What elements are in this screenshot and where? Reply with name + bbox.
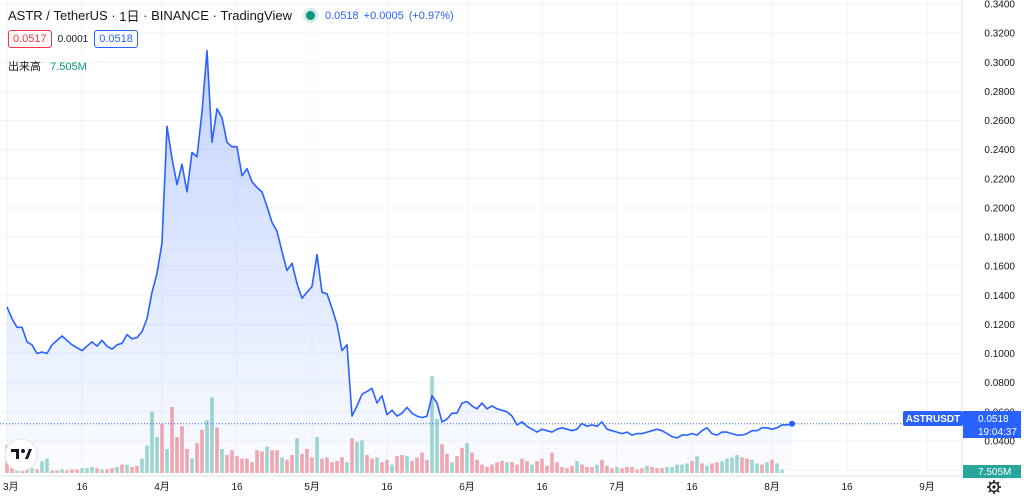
price-tick-label: 0.2000 [984, 203, 1015, 214]
bid-ask-panel: 0.0517 0.0001 0.0518 [8, 30, 138, 48]
price-tick-label: 0.3000 [984, 58, 1015, 69]
volume-bar [620, 468, 624, 473]
price-tick-label: 0.3200 [984, 29, 1015, 40]
volume-bar [100, 469, 104, 473]
exchange: BINANCE [151, 8, 209, 23]
price-area [7, 50, 792, 470]
time-tick-label: 16 [841, 482, 853, 493]
volume-bar [30, 468, 34, 473]
time-tick-label: 16 [536, 482, 548, 493]
volume-bar [35, 469, 39, 473]
volume-bar [60, 469, 64, 473]
time-tick-label: 9月 [919, 481, 935, 493]
volume-bar [610, 468, 614, 473]
volume-value-label: 7.505M [963, 465, 1021, 478]
volume-bar [50, 470, 54, 473]
quote-currency: TetherUS [53, 8, 108, 23]
price-change: +0.0005 [363, 9, 404, 22]
volume-value: 7.505M [50, 61, 87, 73]
volume-bar [780, 469, 784, 473]
interval[interactable]: 1日 [119, 9, 140, 24]
volume-label: 出来高 [8, 61, 41, 73]
price-tick-label: 0.1800 [984, 233, 1015, 244]
buy-price-button[interactable]: 0.0518 [94, 30, 138, 48]
spread-value: 0.0001 [57, 33, 89, 45]
volume-bar [65, 470, 69, 473]
price-tick-label: 0.1000 [984, 349, 1015, 360]
volume-bar [80, 468, 84, 473]
last-price-label: 0.0518 19:04:37 [963, 411, 1021, 438]
price-tick-label: 0.1600 [984, 262, 1015, 273]
time-axis-ticks: 3月 16 4月 16 5月 16 6月 16 7月 16 8月 16 9月 [3, 481, 935, 493]
exchange-separator: · [139, 8, 152, 23]
tradingview-logo[interactable] [4, 438, 38, 472]
time-tick-label: 16 [381, 482, 393, 493]
volume-bar [75, 469, 79, 473]
time-tick-label: 3月 [3, 481, 19, 493]
symbol-label-text: ASTRUSDT [906, 414, 960, 425]
settings-gear-icon[interactable] [987, 480, 1001, 494]
volume-bar [110, 468, 114, 473]
platform: TradingView [220, 8, 292, 23]
volume-bar [655, 468, 659, 473]
time-tick-label: 7月 [609, 481, 625, 493]
volume-axis-text: 7.505M [978, 467, 1011, 478]
time-tick-label: 16 [686, 482, 698, 493]
volume-bar [85, 468, 89, 473]
volume-bar [660, 468, 664, 473]
countdown-text: 19:04:37 [978, 427, 1017, 438]
price-tick-label: 0.2200 [984, 174, 1015, 185]
price-tick-label: 0.0800 [984, 378, 1015, 389]
time-tick-label: 5月 [304, 481, 320, 493]
volume-legend[interactable]: 出来高 7.505M [8, 58, 87, 74]
last-price: 0.0518 [324, 9, 359, 22]
time-tick-label: 16 [231, 482, 243, 493]
volume-bar [640, 468, 644, 473]
time-tick-label: 6月 [459, 481, 475, 493]
volume-bar [105, 469, 109, 473]
volume-bar [70, 469, 74, 473]
market-status-icon [305, 11, 315, 20]
price-tick-label: 0.2400 [984, 145, 1015, 156]
volume-bar [55, 470, 59, 473]
symbol-separator: / [42, 8, 54, 23]
price-tick-label: 0.1400 [984, 291, 1015, 302]
volume-bar [635, 469, 639, 473]
volume-bar [565, 468, 569, 473]
price-line [6, 49, 793, 439]
interval-separator: · [107, 8, 120, 23]
platform-separator: · [208, 8, 221, 23]
symbol-name[interactable]: ASTR [8, 8, 43, 23]
price-tick-label: 0.0400 [984, 436, 1015, 447]
price-tick-label: 0.2600 [984, 116, 1015, 127]
symbol-price-label: ASTRUSDT [903, 411, 963, 426]
time-tick-label: 8月 [764, 481, 780, 493]
sell-price-button[interactable]: 0.0517 [8, 30, 52, 48]
time-tick-label: 16 [76, 482, 88, 493]
volume-bar [95, 468, 99, 473]
price-tick-label: 0.2800 [984, 87, 1015, 98]
last-price-dot [789, 420, 795, 427]
time-tick-label: 4月 [154, 481, 170, 493]
price-change-percent: (+0.97%) [408, 9, 454, 22]
price-tick-label: 0.1200 [984, 320, 1015, 331]
chart-header: ASTR / TetherUS · 1日 · BINANCE · Trading… [8, 6, 459, 25]
last-price-text: 0.0518 [978, 414, 1009, 425]
price-tick-label: 0.3400 [984, 0, 1015, 11]
